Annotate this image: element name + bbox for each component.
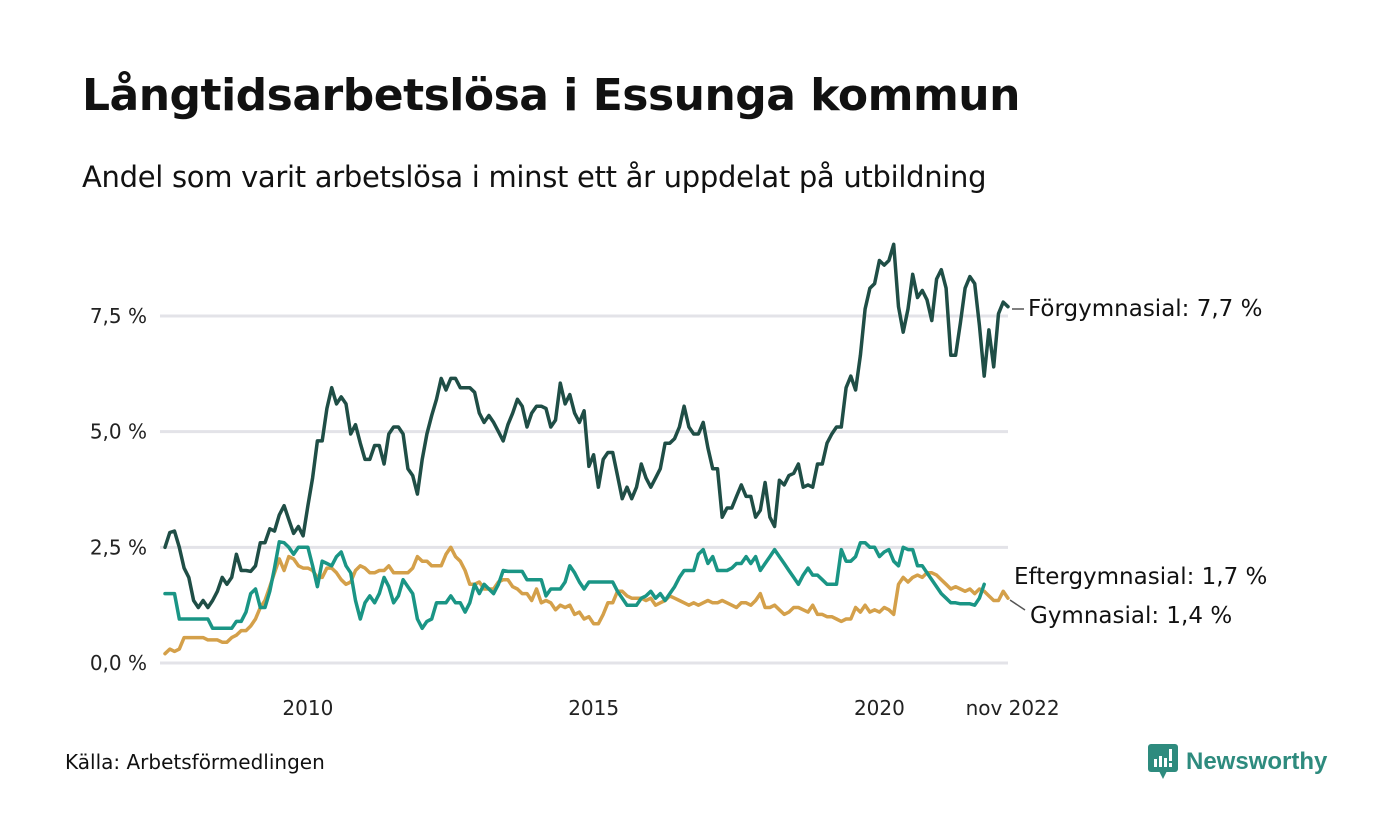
y-tick-label: 7,5 %: [90, 304, 147, 328]
x-tick-label: 2015: [568, 696, 619, 720]
x-tick-label: 2020: [854, 696, 905, 720]
series-lines: [163, 242, 1010, 656]
y-tick-label: 5,0 %: [90, 420, 147, 444]
label-leader-line: [1009, 599, 1026, 611]
series-line-forgymnasial: [163, 242, 1010, 610]
source-note: Källa: Arbetsförmedlingen: [65, 750, 325, 774]
gridlines: [160, 314, 1008, 665]
brand-name: Newsworthy: [1186, 748, 1328, 775]
x-tick-label: 2010: [282, 696, 333, 720]
y-axis-ticks: 0,0 % 2,5 % 5,0 % 7,5 %: [90, 304, 147, 675]
bar-chart-speech-bubble-icon: [1148, 744, 1178, 779]
brand-logo[interactable]: Newsworthy: [1148, 744, 1327, 780]
chart-subtitle: Andel som varit arbetslösa i minst ett å…: [82, 160, 987, 194]
y-tick-label: 0,0 %: [90, 651, 147, 675]
series-line-eftergymnasial: [163, 540, 986, 631]
series-end-label: Eftergymnasial: 1,7 %: [1014, 564, 1267, 590]
x-tick-label: nov 2022: [966, 696, 1060, 720]
series-end-label: Gymnasial: 1,4 %: [1030, 603, 1232, 629]
y-tick-label: 2,5 %: [90, 535, 147, 559]
chart-title: Långtidsarbetslösa i Essunga kommun: [82, 70, 1020, 121]
series-end-label: Förgymnasial: 7,7 %: [1028, 296, 1262, 322]
series-end-labels: Förgymnasial: 7,7 % Eftergymnasial: 1,7 %…: [1009, 296, 1267, 629]
series-line-gymnasial: [163, 545, 1010, 656]
x-axis-ticks: 2010 2015 2020 nov 2022: [282, 696, 1059, 720]
